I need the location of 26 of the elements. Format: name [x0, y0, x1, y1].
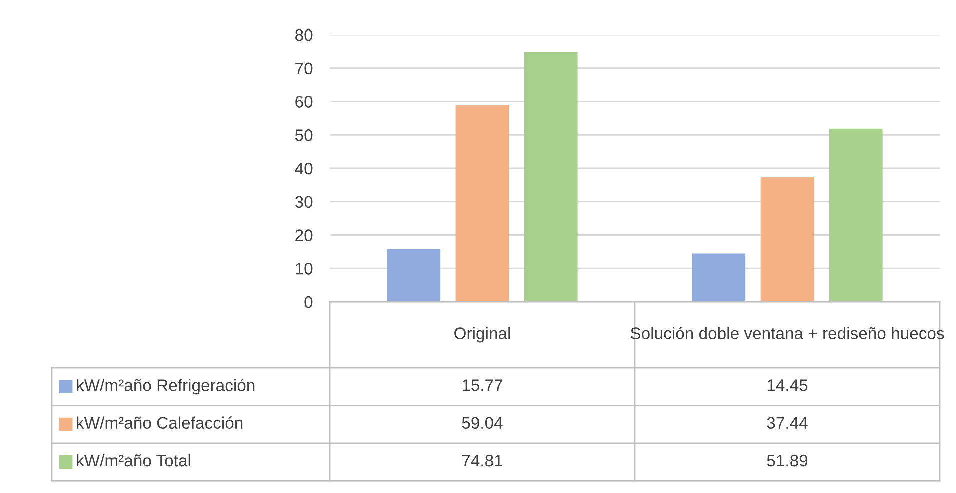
bar	[760, 177, 814, 302]
x-tick-label: Original	[454, 327, 510, 343]
data-label: 59.04	[462, 417, 503, 430]
legend-label: kW/m²año Refrigeración	[77, 378, 255, 395]
data-label: 74.81	[462, 454, 503, 467]
y-tick-label: 10	[296, 263, 313, 275]
bar	[692, 254, 746, 302]
y-tick-label: 30	[295, 196, 313, 208]
bar	[387, 249, 441, 302]
y-tick-label: 70	[296, 62, 313, 75]
y-tick-label: 20	[296, 230, 313, 242]
data-label: 15.77	[462, 380, 503, 392]
legend-label: kW/m²año Total	[77, 454, 190, 467]
bar	[456, 104, 510, 302]
y-tick-label: 40	[295, 162, 313, 175]
y-tick-label: 60	[296, 96, 313, 108]
y-tick-label: 50	[295, 130, 313, 142]
bar	[829, 128, 883, 302]
bar	[524, 52, 578, 302]
data-label: 37.44	[767, 417, 808, 430]
y-tick-label: 80	[296, 29, 313, 42]
legend-label: kW/m²año Calefacción	[77, 416, 243, 430]
data-label: 14.45	[768, 380, 808, 392]
y-tick-label: 0	[304, 296, 313, 308]
data-label: 51.89	[767, 454, 808, 467]
x-tick-label: Solución doble ventana + rediseño huecos	[630, 327, 944, 340]
